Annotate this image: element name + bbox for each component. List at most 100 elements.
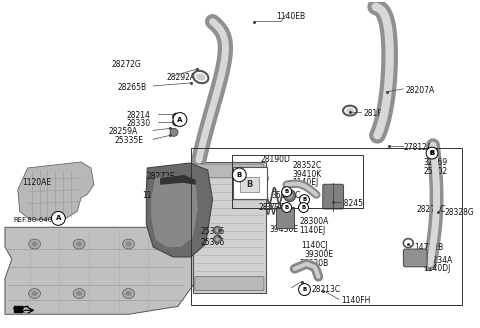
Ellipse shape <box>196 73 205 81</box>
Ellipse shape <box>32 242 37 247</box>
Ellipse shape <box>300 195 310 205</box>
Ellipse shape <box>76 242 82 247</box>
Ellipse shape <box>426 147 438 159</box>
Polygon shape <box>14 306 22 312</box>
Text: B: B <box>430 150 435 156</box>
Text: B: B <box>430 151 434 155</box>
Text: 28292A: 28292A <box>166 73 195 82</box>
Ellipse shape <box>170 128 178 136</box>
Text: 28272E: 28272E <box>146 172 175 181</box>
Ellipse shape <box>346 108 354 113</box>
Ellipse shape <box>126 242 132 247</box>
Text: 28265B: 28265B <box>118 83 147 92</box>
Text: 14722B: 14722B <box>414 243 444 252</box>
Text: 28328G: 28328G <box>445 208 475 216</box>
Text: 28274F: 28274F <box>258 203 287 212</box>
Text: 27812A: 27812A <box>403 143 432 152</box>
Text: 28352C: 28352C <box>293 161 322 170</box>
Polygon shape <box>146 163 213 257</box>
Bar <box>232 155 363 209</box>
Text: 1120AE: 1120AE <box>22 178 51 187</box>
Text: 28190D: 28190D <box>260 155 290 164</box>
Ellipse shape <box>214 235 221 243</box>
Text: 1140EJ: 1140EJ <box>300 226 326 235</box>
Ellipse shape <box>299 284 311 296</box>
Text: 28182: 28182 <box>364 109 387 118</box>
Text: 28213C: 28213C <box>312 285 340 294</box>
Ellipse shape <box>73 239 85 249</box>
Text: 28330: 28330 <box>127 118 151 128</box>
Polygon shape <box>18 162 94 219</box>
Ellipse shape <box>282 203 292 213</box>
Text: 28259A: 28259A <box>109 127 138 136</box>
Bar <box>191 148 462 305</box>
Text: 37369: 37369 <box>265 203 289 212</box>
Ellipse shape <box>51 212 65 225</box>
Text: 1140CJ: 1140CJ <box>301 241 328 250</box>
Ellipse shape <box>173 113 187 126</box>
Text: B: B <box>285 205 289 210</box>
Text: 1140EB: 1140EB <box>276 12 305 21</box>
Polygon shape <box>151 175 198 247</box>
Ellipse shape <box>216 228 219 232</box>
Text: A: A <box>56 215 61 221</box>
FancyBboxPatch shape <box>240 177 259 192</box>
Ellipse shape <box>29 239 40 249</box>
Text: B: B <box>285 189 289 194</box>
Ellipse shape <box>122 289 134 298</box>
Text: 28234A: 28234A <box>423 256 452 265</box>
FancyBboxPatch shape <box>193 162 266 293</box>
Text: REF.80-640: REF.80-640 <box>14 217 53 223</box>
Text: 28207A: 28207A <box>405 86 434 95</box>
Ellipse shape <box>172 113 180 120</box>
Text: B: B <box>301 205 306 210</box>
FancyBboxPatch shape <box>323 184 344 209</box>
Text: B: B <box>302 197 307 202</box>
FancyBboxPatch shape <box>233 167 267 198</box>
Text: 27620B: 27620B <box>300 259 329 268</box>
Ellipse shape <box>172 119 180 126</box>
Ellipse shape <box>287 193 293 198</box>
Ellipse shape <box>126 291 132 296</box>
Ellipse shape <box>76 291 82 296</box>
Text: 1140EJ: 1140EJ <box>293 178 319 187</box>
Ellipse shape <box>29 289 40 298</box>
Ellipse shape <box>73 289 85 298</box>
Text: 25402: 25402 <box>423 167 447 176</box>
Text: 39430E: 39430E <box>269 225 298 234</box>
Text: 28300A: 28300A <box>300 217 329 226</box>
FancyBboxPatch shape <box>195 164 264 178</box>
Text: FR.: FR. <box>14 306 27 315</box>
Ellipse shape <box>427 148 437 158</box>
Text: B: B <box>237 172 242 178</box>
Ellipse shape <box>216 237 219 241</box>
Ellipse shape <box>32 291 37 296</box>
Text: 28275C: 28275C <box>416 205 445 214</box>
Polygon shape <box>160 175 196 185</box>
Text: 14720D: 14720D <box>239 175 269 184</box>
Ellipse shape <box>282 187 292 196</box>
Text: 28272G: 28272G <box>112 60 142 69</box>
Text: A: A <box>177 116 182 123</box>
Text: 25335E: 25335E <box>115 136 144 145</box>
Ellipse shape <box>284 190 296 202</box>
Text: 28245: 28245 <box>339 198 363 208</box>
Polygon shape <box>5 227 198 314</box>
Text: 1140FH: 1140FH <box>341 297 371 305</box>
Ellipse shape <box>299 203 309 213</box>
FancyBboxPatch shape <box>403 249 427 267</box>
Text: B: B <box>302 287 307 292</box>
Text: 11281: 11281 <box>143 191 166 200</box>
FancyBboxPatch shape <box>276 207 294 228</box>
Ellipse shape <box>214 226 221 234</box>
FancyBboxPatch shape <box>195 277 264 291</box>
Text: 39300E: 39300E <box>304 250 334 259</box>
Ellipse shape <box>122 239 134 249</box>
Text: 25336: 25336 <box>201 227 225 236</box>
Text: 25306: 25306 <box>201 238 225 247</box>
Text: 1140DJ: 1140DJ <box>423 264 451 273</box>
Text: 35123C: 35123C <box>272 191 301 200</box>
Text: 39410K: 39410K <box>293 170 322 179</box>
Text: 32269: 32269 <box>423 158 447 167</box>
Text: 28214: 28214 <box>127 111 150 120</box>
